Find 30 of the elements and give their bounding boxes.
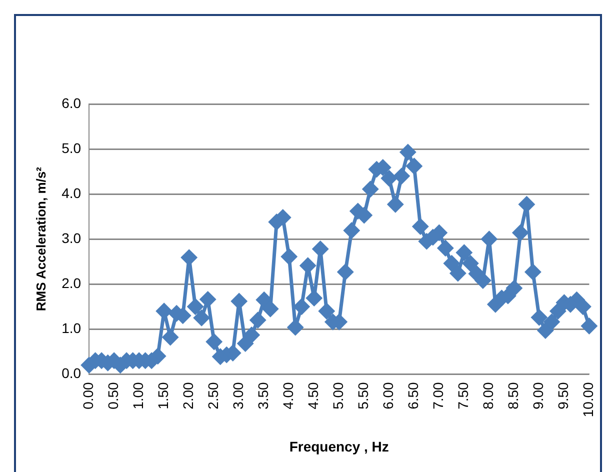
- y-tick-label: 6.0: [62, 94, 82, 111]
- x-tick-label: 2.00: [180, 382, 196, 410]
- x-tick-label: 0.00: [80, 382, 96, 410]
- x-tick-label: 7.00: [430, 382, 446, 410]
- x-axis-title: Frequency , Hz: [289, 438, 389, 454]
- y-axis-title: RMS Acceleration, m/s²: [33, 166, 48, 312]
- x-tick-label: 0.50: [104, 382, 121, 410]
- x-tick-label: 10.00: [580, 382, 596, 418]
- y-tick-label: 3.0: [62, 230, 82, 246]
- y-tick-label: 5.0: [62, 140, 82, 156]
- x-tick-label: 8.00: [480, 382, 496, 410]
- y-tick-label: 2.0: [62, 274, 82, 291]
- x-tick-label: 1.50: [154, 382, 171, 410]
- y-tick-label: 4.0: [62, 184, 82, 201]
- x-tick-label: 6.50: [405, 382, 422, 410]
- x-tick-label: 4.50: [304, 382, 321, 410]
- x-tick-label: 3.00: [230, 382, 246, 410]
- x-tick-label: 8.50: [505, 382, 522, 410]
- y-tick-label: 1.0: [62, 320, 82, 336]
- x-tick-label: 9.00: [530, 382, 546, 410]
- x-tick-label: 1.00: [130, 382, 146, 410]
- x-tick-label: 9.50: [555, 382, 572, 410]
- y-tick-label: 0.0: [62, 365, 82, 382]
- x-tick-label: 7.50: [455, 382, 472, 410]
- x-tick-label: 5.00: [330, 382, 346, 410]
- x-tick-label: 6.00: [380, 382, 396, 410]
- x-tick-label: 4.00: [280, 382, 296, 410]
- x-tick-label: 5.50: [354, 382, 371, 410]
- x-tick-label: 3.50: [254, 382, 271, 410]
- x-tick-label: 2.50: [204, 382, 221, 410]
